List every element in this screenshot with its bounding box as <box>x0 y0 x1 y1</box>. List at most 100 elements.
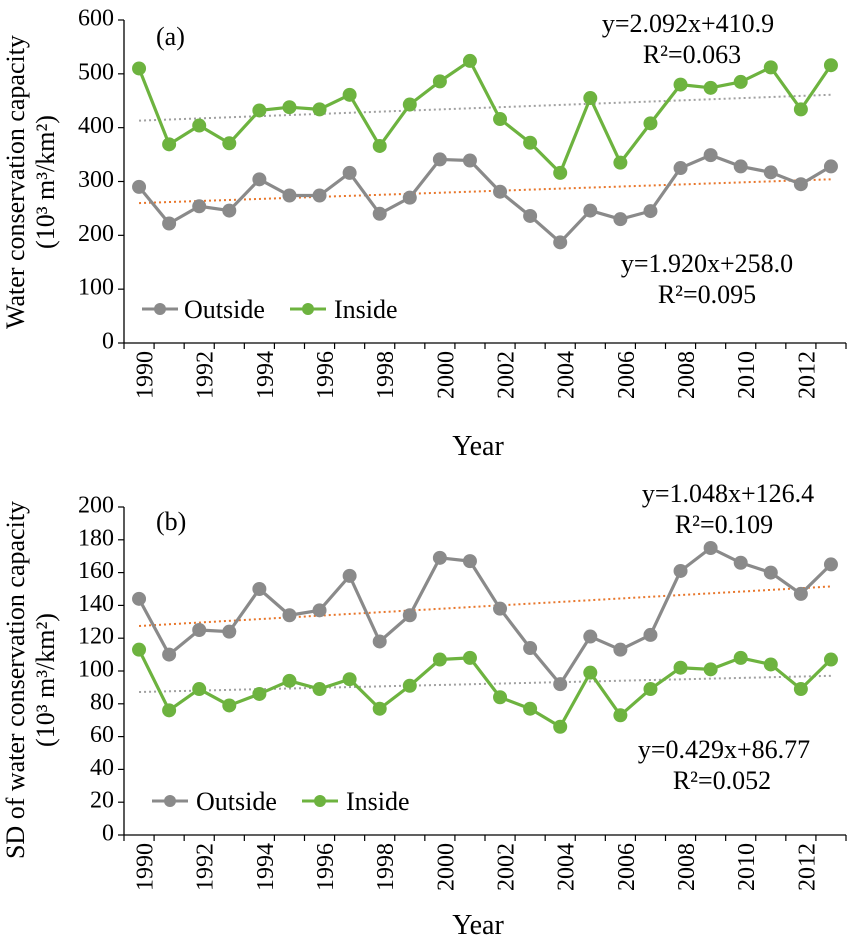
data-point-b-inside <box>583 665 598 680</box>
legend-b-outside-label: Outside <box>196 787 277 816</box>
data-point-b-inside <box>643 682 658 697</box>
data-point-a-inside <box>703 80 718 95</box>
legend-b-outside-marker <box>164 795 176 807</box>
y-tick-label-b: 20 <box>90 788 114 814</box>
data-point-b-inside <box>222 698 237 713</box>
y-axis-title-b-line2: (10³ m³/km²) <box>31 613 60 747</box>
data-point-b-inside <box>673 660 688 675</box>
legend-b-inside-marker <box>314 795 326 807</box>
data-point-a-outside <box>252 172 267 187</box>
data-point-b-outside <box>673 563 688 578</box>
data-point-b-inside <box>793 682 808 697</box>
equation-a-outside: y=1.920x+258.0 <box>621 249 793 278</box>
data-point-b-inside <box>553 719 568 734</box>
data-point-b-inside <box>162 703 177 718</box>
y-tick-label-b: 180 <box>78 525 114 551</box>
legend-a-inside-marker <box>302 303 314 315</box>
data-point-b-outside <box>823 557 838 572</box>
series-line-b-inside <box>137 648 833 729</box>
data-point-b-outside <box>402 608 417 623</box>
data-point-a-outside <box>342 165 357 180</box>
trendline-a-inside <box>139 93 831 122</box>
x-tick-label-b: 1998 <box>373 843 399 891</box>
y-tick-label-b: 40 <box>90 755 114 781</box>
data-point-a-inside <box>162 137 177 152</box>
data-point-a-inside <box>613 155 628 170</box>
x-axis-title-a: Year <box>452 431 504 462</box>
data-point-a-inside <box>462 53 477 68</box>
y-axis-title-b-line1: SD of water conservation capacity <box>1 501 30 859</box>
x-tick-label-b: 2012 <box>794 843 820 891</box>
data-point-b-inside <box>462 650 477 665</box>
data-point-b-outside <box>192 623 207 637</box>
data-point-a-inside <box>432 74 447 89</box>
x-tick-label-a: 2012 <box>794 351 820 399</box>
plot-b: 0 20 40 60 80 100 120 140 160 180 200 1990 1992 1994 1… <box>78 493 847 891</box>
panel-b: 0 20 40 60 80 100 120 140 160 180 200 1990 1992 1994 1… <box>1 479 847 938</box>
data-point-a-outside <box>462 153 477 168</box>
data-point-a-inside <box>312 102 327 117</box>
equation-b-inside: y=0.429x+86.77 <box>638 735 810 764</box>
data-point-a-outside <box>523 208 538 223</box>
panel-b-label: (b) <box>156 507 186 536</box>
data-point-a-outside <box>793 177 808 192</box>
data-point-b-inside <box>523 701 538 716</box>
trendline-b-outside <box>138 585 832 627</box>
data-point-a-outside <box>132 179 147 194</box>
equation-b-outside: y=1.048x+126.4 <box>642 479 814 508</box>
data-point-a-inside <box>282 100 297 115</box>
data-point-b-inside <box>432 652 447 667</box>
data-point-a-outside <box>553 235 568 250</box>
trendline-a-outside <box>139 178 831 205</box>
equation-a-inside: y=2.092x+410.9 <box>602 9 774 38</box>
panel-a-label: (a) <box>156 22 185 51</box>
data-point-b-outside <box>462 554 477 569</box>
y-tick-label-b: 160 <box>78 558 114 584</box>
x-tick-label-b: 1996 <box>313 843 339 891</box>
data-point-a-inside <box>553 165 568 180</box>
data-point-b-outside <box>252 582 267 596</box>
data-point-b-inside <box>132 642 147 657</box>
data-point-a-inside <box>192 118 207 133</box>
data-point-a-inside <box>342 87 357 102</box>
x-tick-label-b: 1990 <box>133 843 159 891</box>
x-tick-label-a: 2006 <box>614 351 640 399</box>
x-tick-label-a: 1998 <box>373 351 399 399</box>
data-point-b-inside <box>372 701 387 716</box>
x-tick-label-a: 2008 <box>674 351 700 399</box>
data-point-b-inside <box>703 662 718 677</box>
data-point-a-inside <box>372 138 387 153</box>
x-tick-label-b: 2006 <box>614 843 640 891</box>
x-tick-label-b: 2010 <box>734 843 760 891</box>
data-point-b-outside <box>132 591 147 606</box>
data-point-a-outside <box>372 206 387 221</box>
data-point-b-outside <box>432 550 447 565</box>
panel-a: 0 100 200 300 400 500 600 1990 1992 1994 1996 1998 2… <box>1 6 847 462</box>
data-point-b-outside <box>312 603 327 618</box>
data-point-a-inside <box>402 97 417 112</box>
plot-a: 0 100 200 300 400 500 600 1990 1992 1994 1996 1998 2… <box>78 6 847 399</box>
data-point-b-outside <box>763 565 778 580</box>
x-tick-label-b: 2000 <box>433 843 459 891</box>
data-point-a-inside <box>793 102 808 117</box>
data-point-a-outside <box>282 188 297 203</box>
data-point-a-outside <box>192 199 207 214</box>
data-point-a-outside <box>733 159 748 174</box>
data-point-b-inside <box>613 708 628 723</box>
x-tick-label-a: 1996 <box>313 351 339 399</box>
data-point-a-outside <box>763 165 778 180</box>
data-point-a-outside <box>613 212 628 227</box>
data-point-a-outside <box>493 184 508 199</box>
data-point-b-outside <box>162 647 177 662</box>
data-point-b-outside <box>222 624 237 639</box>
x-tick-label-a: 1990 <box>133 351 159 399</box>
data-point-a-inside <box>493 112 508 127</box>
legend-b-inside-label: Inside <box>346 787 410 816</box>
y-tick-label-a: 200 <box>78 221 114 247</box>
data-point-b-inside <box>733 650 748 665</box>
x-tick-label-a: 1994 <box>253 351 279 399</box>
data-point-b-outside <box>793 586 808 601</box>
data-point-a-outside <box>583 203 598 218</box>
y-tick-label-b: 140 <box>78 591 114 617</box>
